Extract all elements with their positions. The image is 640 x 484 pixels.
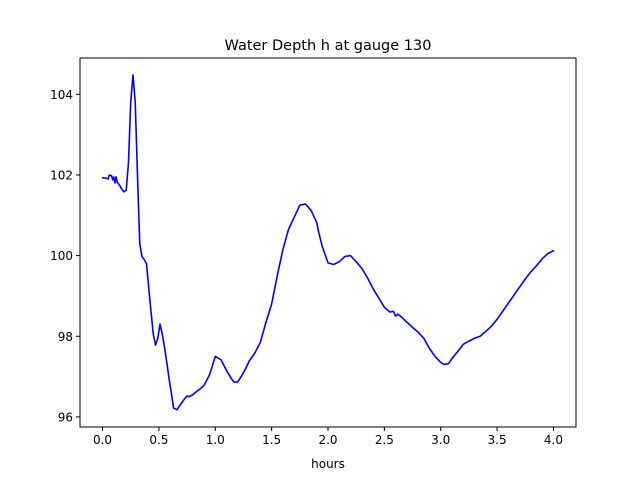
x-tick-label: 0.5: [149, 433, 168, 447]
y-tick-label: 102: [50, 168, 73, 182]
x-tick-label: 3.0: [431, 433, 450, 447]
x-tick-label: 2.5: [375, 433, 394, 447]
x-tick-label: 1.5: [262, 433, 281, 447]
y-axis: 96 98 100 102 104: [50, 88, 80, 424]
x-tick-label: 4.0: [544, 433, 563, 447]
chart-title: Water Depth h at gauge 130: [225, 38, 432, 54]
x-tick-label: 3.5: [488, 433, 507, 447]
y-tick-label: 104: [50, 88, 73, 102]
y-tick-label: 96: [58, 410, 73, 424]
x-axis-title: hours: [311, 457, 345, 471]
x-tick-label: 0.0: [93, 433, 112, 447]
water-depth-line: [101, 74, 555, 411]
plot-area: [101, 74, 555, 411]
y-tick-label: 100: [50, 249, 73, 263]
x-tick-label: 1.0: [206, 433, 225, 447]
y-tick-label: 98: [58, 330, 73, 344]
x-tick-label: 2.0: [318, 433, 337, 447]
x-axis: 0.0 0.5 1.0 1.5 2.0 2.5 3.0 3.5 4.0: [93, 427, 563, 447]
